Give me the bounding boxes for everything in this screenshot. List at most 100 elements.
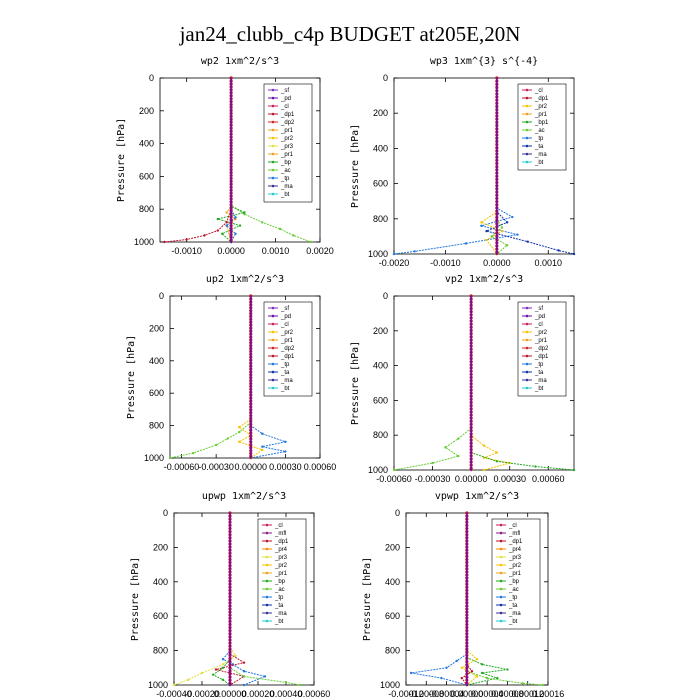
- legend-marker: [525, 362, 529, 366]
- y-tick-label: 200: [149, 323, 164, 333]
- y-tick-label: 1000: [368, 465, 388, 475]
- plot-frame: [159, 77, 321, 243]
- legend-label: _tp: [280, 176, 290, 182]
- x-tick-label: -0.00020: [184, 689, 220, 699]
- legend: _cl _dp1 _pr2 _pr1 _bp1 _ac _tp _ta _ma _bt: [517, 83, 567, 171]
- legend-marker: [525, 152, 529, 156]
- legend-label: _dp2: [280, 346, 295, 352]
- x-tick-label: 0.00012: [511, 689, 544, 699]
- data-point: [475, 658, 479, 661]
- legend-marker: [499, 555, 503, 559]
- legend-label: _bp: [280, 160, 292, 166]
- data-point: [221, 678, 225, 682]
- legend-marker: [271, 96, 275, 100]
- series-line-dp1: [164, 78, 232, 243]
- legend-label: _ma: [508, 611, 521, 617]
- legend-label: _tp: [280, 362, 290, 368]
- legend-label: _pr2: [508, 563, 522, 569]
- y-tick-label: 600: [139, 171, 154, 181]
- legend-label: _sf: [280, 88, 289, 94]
- legend-label: _dp1: [508, 539, 523, 545]
- y-tick-label: 1000: [144, 453, 164, 463]
- data-point: [221, 232, 224, 235]
- legend-marker: [265, 595, 269, 599]
- legend-marker: [525, 88, 529, 92]
- legend-label: _bp1: [534, 120, 549, 126]
- data-point: [163, 240, 166, 244]
- data-point: [243, 212, 246, 216]
- y-axis-label: Pressure [hPa]: [130, 557, 141, 641]
- legend-label: _ac: [280, 168, 291, 174]
- data-point: [505, 221, 509, 224]
- y-tick-label: 200: [385, 542, 400, 552]
- x-tick-label: 0.0020: [306, 246, 334, 256]
- legend-label: _tp: [534, 362, 544, 368]
- legend-marker: [265, 563, 269, 567]
- data-point: [185, 238, 188, 241]
- legend-label: _pr2: [280, 330, 294, 336]
- x-tick-label: -0.00030: [198, 462, 234, 472]
- data-point: [526, 240, 529, 243]
- series-line-pr3: [173, 513, 237, 686]
- legend-marker: [265, 579, 269, 583]
- legend-marker: [271, 144, 275, 148]
- x-tick-label: -0.0010: [171, 246, 202, 256]
- y-tick-label: 200: [139, 106, 154, 116]
- data-point: [234, 216, 237, 219]
- data-point: [516, 233, 519, 236]
- legend-marker: [271, 330, 275, 334]
- x-tick-label: -0.00004: [429, 689, 465, 699]
- x-tick-label: -0.0020: [379, 258, 410, 268]
- x-tick-label: -0.00040: [156, 689, 192, 699]
- series-line-pr2: [460, 513, 478, 686]
- legend-label: _dp1: [280, 112, 295, 118]
- legend-label: _pr1: [274, 571, 288, 577]
- y-tick-label: 0: [159, 291, 164, 301]
- legend-marker: [525, 136, 529, 140]
- data-point: [191, 451, 195, 455]
- legend: _cl _mfl _dp1 _pr4 _pr3 _pr2 _pr1 _bp _ac _tp _ta _…: [257, 518, 307, 630]
- plot-frame: [393, 77, 575, 255]
- data-point: [238, 440, 241, 443]
- legend-label: _cl: [508, 523, 517, 529]
- data-point: [238, 224, 242, 227]
- data-point: [242, 670, 246, 673]
- legend-label: _mfl: [274, 531, 286, 537]
- legend-label: _pr3: [508, 555, 522, 561]
- y-tick-label: 0: [163, 508, 168, 518]
- data-point: [238, 426, 241, 429]
- data-point: [505, 244, 509, 247]
- panels-group: wp2 1xm^2/s^3 Pressure [hPa] 0 200 400 600 800…: [116, 56, 576, 699]
- data-point: [261, 448, 264, 452]
- y-tick-label: 400: [373, 361, 388, 371]
- legend-label: _ma: [534, 152, 547, 158]
- legend-label: _ta: [534, 144, 544, 150]
- legend-marker: [271, 88, 275, 92]
- x-tick-label: 0.0000: [217, 246, 245, 256]
- data-point: [263, 675, 267, 678]
- data-point: [511, 215, 514, 219]
- data-point: [480, 663, 484, 666]
- y-tick-label: 600: [373, 395, 388, 405]
- legend-marker: [271, 370, 275, 374]
- legend-label: _ma: [274, 611, 287, 617]
- legend-marker: [265, 523, 269, 527]
- legend-marker: [499, 619, 503, 623]
- legend-label: _pr4: [274, 547, 288, 553]
- y-tick-label: 800: [373, 214, 388, 224]
- legend-marker: [499, 563, 503, 567]
- data-point: [500, 226, 504, 229]
- legend-label: _cl: [534, 88, 543, 94]
- legend-marker: [271, 104, 275, 108]
- panel-title: wp3 1xm^{3} s^{-4}: [430, 56, 538, 67]
- y-tick-label: 1000: [134, 237, 154, 247]
- data-point: [480, 671, 484, 675]
- legend-label: _dp1: [280, 354, 295, 360]
- legend: _sf _pd _cl _dp1 _dp2 _pr1 _pr2 _pr3 _pr1 _bp _ac _…: [263, 83, 313, 203]
- data-point: [480, 224, 483, 228]
- legend-marker: [271, 152, 275, 156]
- data-point: [203, 234, 206, 237]
- legend-label: _dp1: [274, 539, 289, 545]
- legend-label: _bt: [280, 386, 290, 392]
